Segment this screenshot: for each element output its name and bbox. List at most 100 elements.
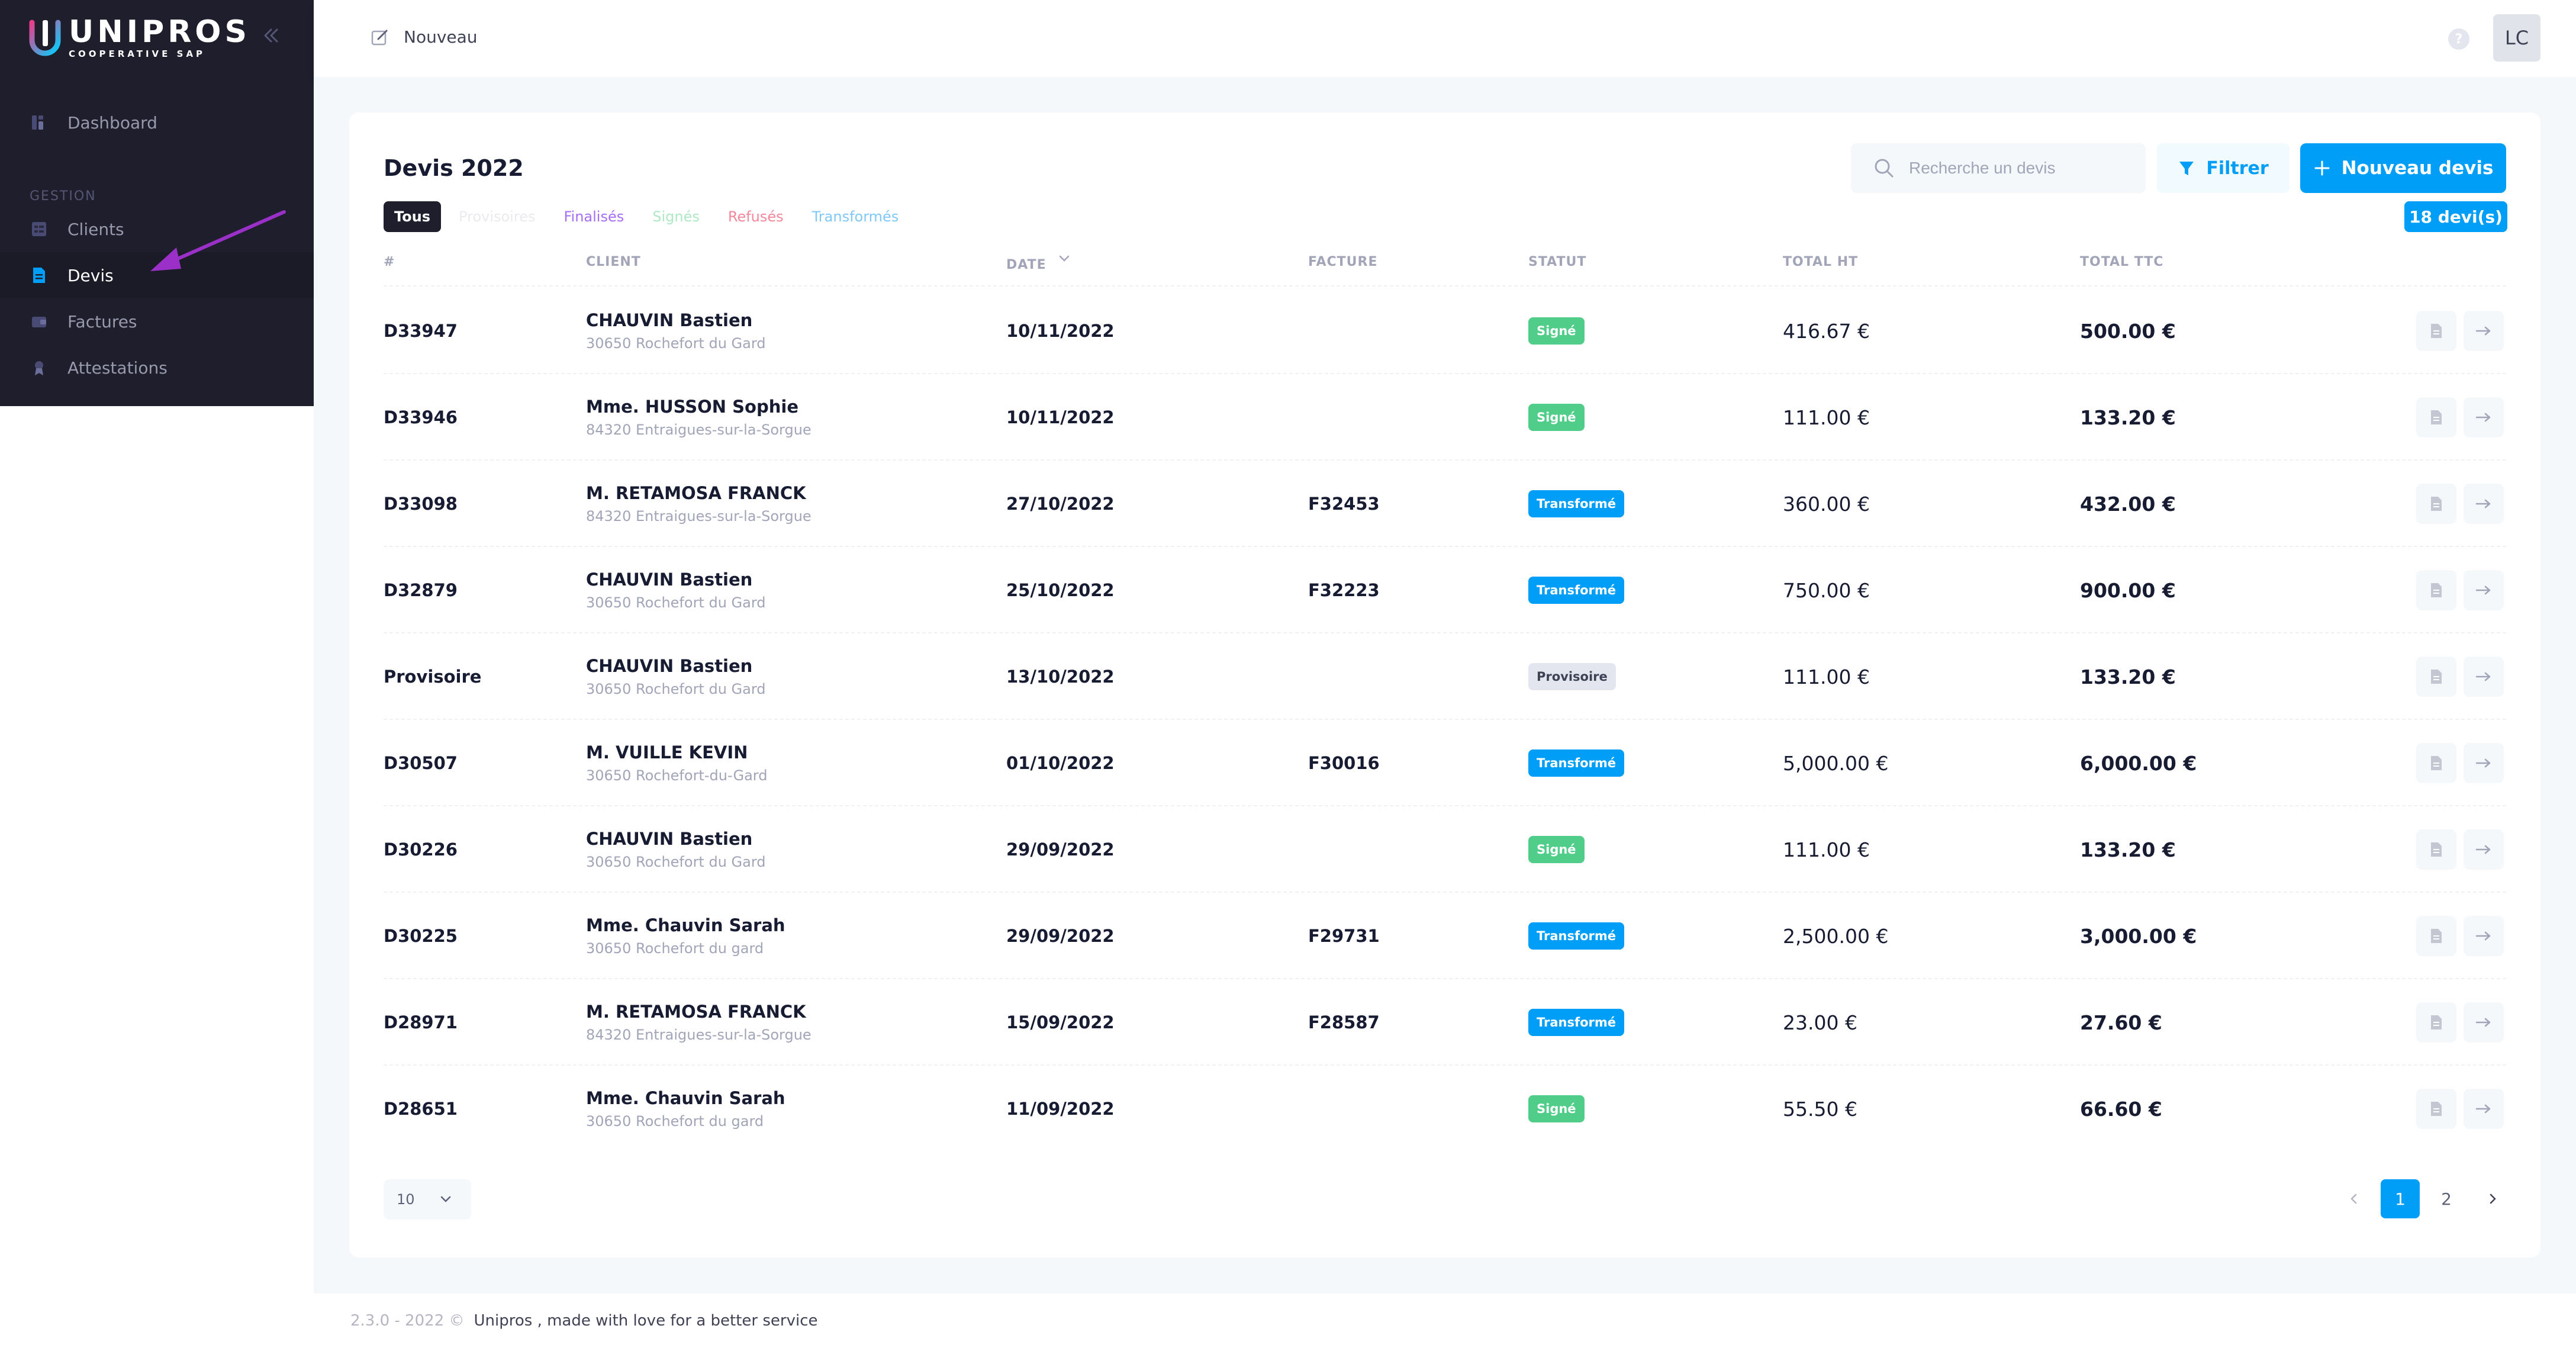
column-header-statut[interactable]: STATUT <box>1528 255 1587 269</box>
sidebar-item-attestations[interactable]: Attestations <box>0 345 314 391</box>
quote-number[interactable]: D33947 <box>384 321 458 341</box>
view-document-button[interactable] <box>2416 829 2456 870</box>
sidebar-item-dashboard[interactable]: Dashboard <box>0 99 314 146</box>
previous-page-button[interactable] <box>2334 1179 2374 1218</box>
quote-number[interactable]: D30507 <box>384 753 458 773</box>
open-quote-button[interactable] <box>2464 743 2504 783</box>
open-quote-button[interactable] <box>2464 570 2504 610</box>
client-name[interactable]: Mme. Chauvin Sarah <box>586 1088 785 1108</box>
open-quote-button[interactable] <box>2464 311 2504 351</box>
view-document-button[interactable] <box>2416 1002 2456 1043</box>
filter-button[interactable]: Filtrer <box>2157 143 2290 193</box>
table-row[interactable]: D33947 CHAUVIN Bastien 30650 Rochefort du … <box>384 288 2506 374</box>
invoice-number: F30016 <box>1308 753 1380 773</box>
avatar[interactable]: LC <box>2493 14 2540 62</box>
invoice-number: F29731 <box>1308 926 1380 946</box>
tab-transformes[interactable]: Transformés <box>812 208 899 225</box>
view-document-button[interactable] <box>2416 1089 2456 1129</box>
help-icon[interactable]: ? <box>2448 28 2469 50</box>
view-document-button[interactable] <box>2416 570 2456 610</box>
client-name[interactable]: CHAUVIN Bastien <box>586 829 753 849</box>
invoice-number: F32223 <box>1308 580 1380 600</box>
arrow-right-icon <box>2475 672 2491 681</box>
open-quote-button[interactable] <box>2464 397 2504 437</box>
tab-tous[interactable]: Tous <box>384 201 442 232</box>
table-row[interactable]: D32879 CHAUVIN Bastien 30650 Rochefort du … <box>384 547 2506 633</box>
sidebar-item-label: Factures <box>67 311 137 332</box>
sidebar-item-devis[interactable]: Devis <box>0 252 314 298</box>
client-name[interactable]: CHAUVIN Bastien <box>586 310 753 330</box>
quote-number[interactable]: D30225 <box>384 926 458 946</box>
nav-section-title: GESTION <box>30 189 96 204</box>
table-row[interactable]: D30507 M. VUILLE KEVIN 30650 Rochefort-du-… <box>384 720 2506 806</box>
column-header-total-ht[interactable]: TOTAL HT <box>1783 255 1859 269</box>
quote-number[interactable]: D33946 <box>384 407 458 427</box>
view-document-button[interactable] <box>2416 397 2456 437</box>
view-document-button[interactable] <box>2416 657 2456 697</box>
client-address: 30650 Rochefort du Gard <box>586 681 766 697</box>
client-name[interactable]: M. VUILLE KEVIN <box>586 742 748 763</box>
total-ttc: 900.00 € <box>2080 578 2176 602</box>
new-shortcut[interactable]: Nouveau <box>371 27 478 47</box>
status-badge: Transformé <box>1528 1009 1625 1036</box>
page-size-select[interactable]: 10 <box>384 1179 471 1220</box>
filter-icon <box>2179 162 2194 175</box>
client-name[interactable]: Mme. Chauvin Sarah <box>586 915 785 935</box>
table-row[interactable]: D33946 Mme. HUSSON Sophie 84320 Entraigues… <box>384 374 2506 461</box>
open-quote-button[interactable] <box>2464 829 2504 870</box>
quote-number[interactable]: D28971 <box>384 1012 458 1032</box>
new-quote-button[interactable]: Nouveau devis <box>2300 143 2506 193</box>
client-name[interactable]: CHAUVIN Bastien <box>586 570 753 590</box>
table-row[interactable]: D30225 Mme. Chauvin Sarah 30650 Rochefort … <box>384 893 2506 979</box>
sidebar-item-clients[interactable]: Clients <box>0 206 314 252</box>
search-input[interactable] <box>1909 159 2134 178</box>
table-row[interactable]: D33098 M. RETAMOSA FRANCK 84320 Entraigues… <box>384 461 2506 547</box>
page-button-2[interactable]: 2 <box>2441 1189 2452 1209</box>
quote-date: 27/10/2022 <box>1006 494 1115 514</box>
sidebar-item-factures[interactable]: Factures <box>0 298 314 345</box>
quote-number[interactable]: D32879 <box>384 580 458 600</box>
client-name[interactable]: M. RETAMOSA FRANCK <box>586 1002 806 1022</box>
tab-finalises[interactable]: Finalisés <box>564 208 624 225</box>
table-row[interactable]: D30226 CHAUVIN Bastien 30650 Rochefort du … <box>384 806 2506 893</box>
table-row[interactable]: D28651 Mme. Chauvin Sarah 30650 Rochefort … <box>384 1066 2506 1152</box>
document-icon <box>2431 1015 2442 1030</box>
view-document-button[interactable] <box>2416 484 2456 524</box>
quote-number[interactable]: Provisoire <box>384 667 482 687</box>
table-row[interactable]: D28971 M. RETAMOSA FRANCK 84320 Entraigues… <box>384 979 2506 1066</box>
table-row[interactable]: Provisoire CHAUVIN Bastien 30650 Rochefort… <box>384 633 2506 720</box>
open-quote-button[interactable] <box>2464 657 2504 697</box>
status-badge: Transformé <box>1528 922 1625 950</box>
new-quote-button-label: Nouveau devis <box>2341 157 2494 179</box>
view-document-button[interactable] <box>2416 916 2456 956</box>
open-quote-button[interactable] <box>2464 1002 2504 1043</box>
column-header-facture[interactable]: FACTURE <box>1308 255 1378 269</box>
client-name[interactable]: Mme. HUSSON Sophie <box>586 397 798 417</box>
column-header-date[interactable]: DATE <box>1006 255 1070 272</box>
tab-signes[interactable]: Signés <box>652 208 700 225</box>
logo[interactable]: UNIPROS COOPERATIVE SAP <box>28 17 250 59</box>
status-cell: Signé <box>1528 806 1585 893</box>
client-name[interactable]: M. RETAMOSA FRANCK <box>586 483 806 503</box>
tab-provisoires[interactable]: Provisoires <box>459 208 536 225</box>
quote-number[interactable]: D28651 <box>384 1099 458 1119</box>
quote-number[interactable]: D30226 <box>384 839 458 860</box>
arrow-right-icon <box>2475 413 2491 422</box>
client-address: 84320 Entraigues-sur-la-Sorgue <box>586 508 812 525</box>
open-quote-button[interactable] <box>2464 916 2504 956</box>
page-button-1[interactable]: 1 <box>2381 1179 2420 1218</box>
open-quote-button[interactable] <box>2464 484 2504 524</box>
next-page-button[interactable] <box>2473 1179 2512 1218</box>
view-document-button[interactable] <box>2416 743 2456 783</box>
quote-number[interactable]: D33098 <box>384 494 458 514</box>
open-quote-button[interactable] <box>2464 1089 2504 1129</box>
column-header-total-ttc[interactable]: TOTAL TTC <box>2080 255 2164 269</box>
client-name[interactable]: CHAUVIN Bastien <box>586 656 753 676</box>
footer-brand-link[interactable]: Unipros , made with love for a better se… <box>474 1312 818 1330</box>
view-document-button[interactable] <box>2416 311 2456 351</box>
chevron-down-icon <box>440 1196 450 1202</box>
tab-refuses[interactable]: Refusés <box>727 208 784 225</box>
column-header-client[interactable]: CLIENT <box>586 255 641 269</box>
collapse-sidebar-icon[interactable] <box>260 25 282 46</box>
client-cell: CHAUVIN Bastien 30650 Rochefort du Gard <box>586 547 766 633</box>
